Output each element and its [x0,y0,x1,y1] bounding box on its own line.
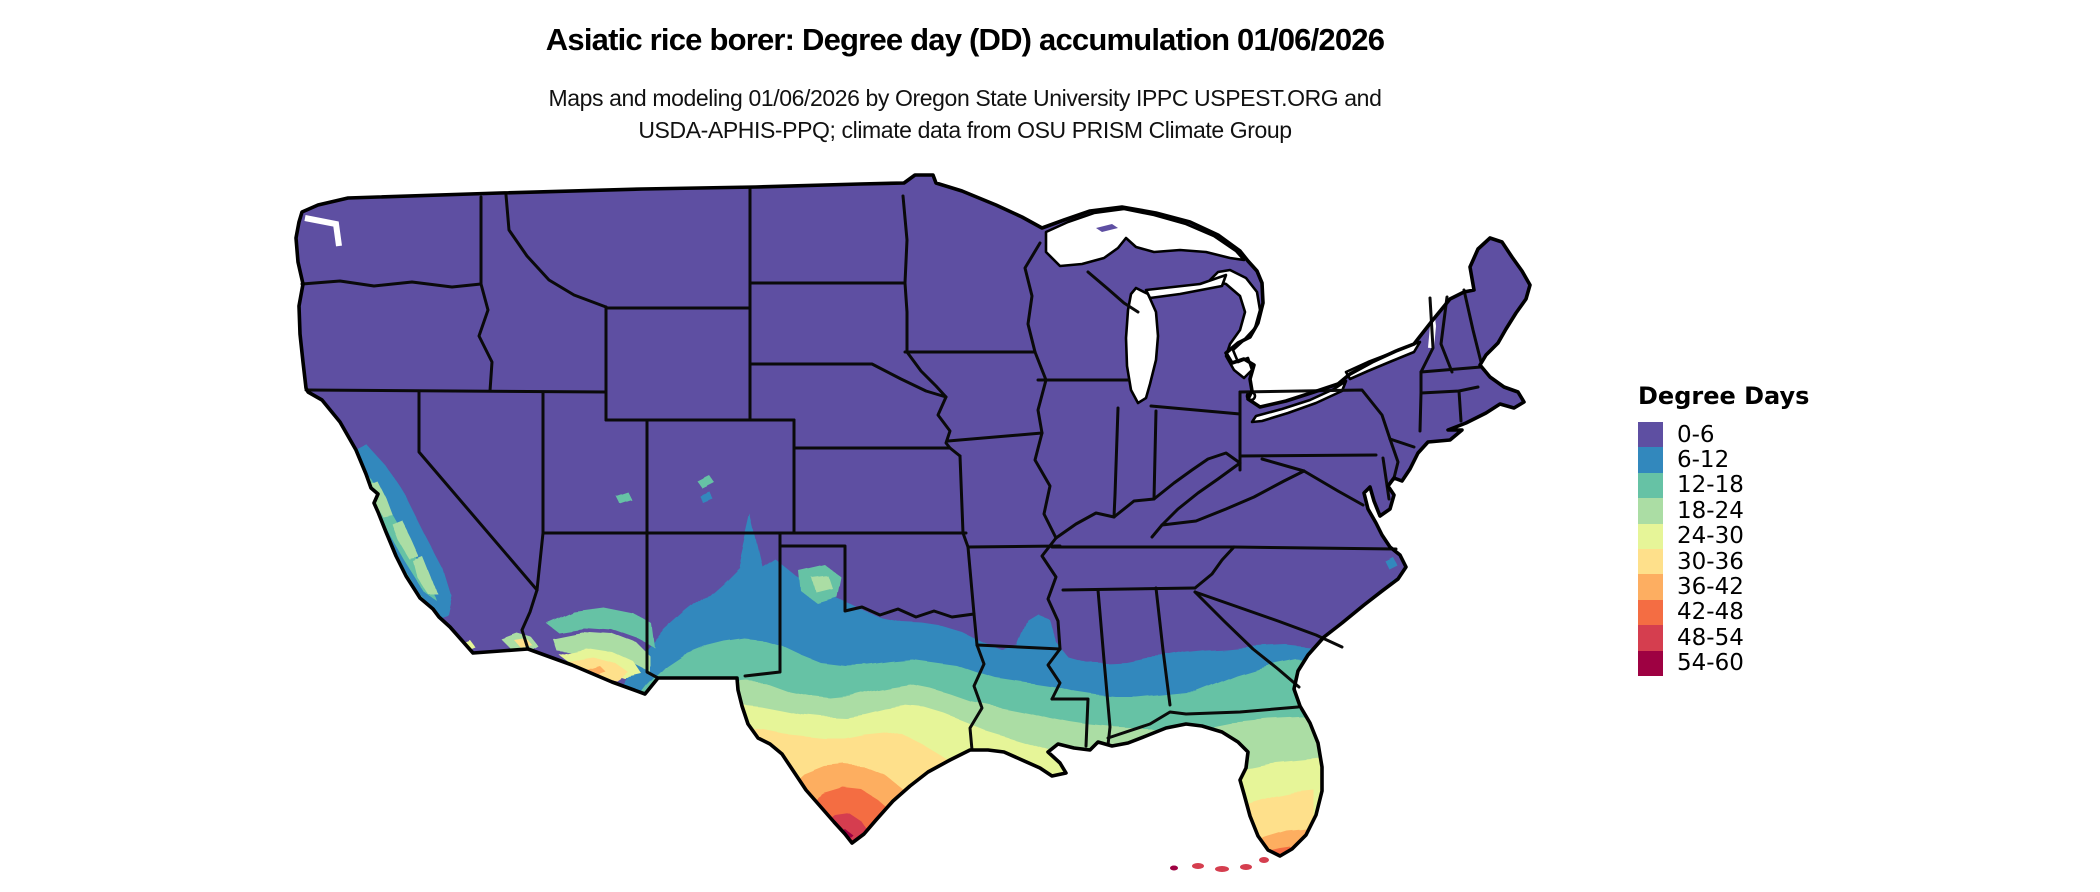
legend-swatch [1638,548,1663,575]
legend-item: 0-6 [1638,421,1809,448]
legend-label: 6-12 [1677,447,1730,474]
subtitle-line-2: USDA-APHIS-PPQ; climate data from OSU PR… [638,117,1292,143]
legend-item: 36-42 [1638,574,1809,601]
legend-swatch [1638,625,1663,651]
map-legend: Degree Days 0-6 6-12 12-18 18-24 24-30 30-36 3… [1638,382,1809,676]
legend-label: 36-42 [1677,574,1744,601]
florida-keys-dots [1170,857,1269,872]
legend-swatch [1638,650,1663,676]
legend-item: 18-24 [1638,497,1809,524]
legend-item: 30-36 [1638,548,1809,575]
legend-item: 48-54 [1638,624,1809,651]
legend-label: 42-48 [1677,599,1744,626]
legend-title: Degree Days [1638,382,1810,410]
legend-item: 12-18 [1638,472,1809,499]
lake-superior [1044,207,1246,268]
legend-swatch [1638,574,1663,600]
legend-item: 54-60 [1638,650,1809,677]
us-outline [294,173,1532,858]
legend-item: 24-30 [1638,523,1809,550]
legend-swatch [1638,447,1663,473]
legend-item: 42-48 [1638,599,1809,626]
great-lakes [304,207,1437,424]
legend-swatch [1638,599,1663,626]
legend-item: 6-12 [1638,447,1809,474]
straits-of-mackinac [1144,273,1228,300]
legend-swatch [1638,422,1663,448]
page-title: Asiatic rice borer: Degree day (DD) accu… [545,22,1385,57]
legend-label: 54-60 [1677,650,1744,677]
legend-swatch [1638,523,1663,549]
legend-label: 12-18 [1677,472,1744,499]
legend-label: 30-36 [1677,548,1744,575]
legend-label: 18-24 [1677,497,1744,524]
legend-label: 48-54 [1677,624,1744,651]
state-borders [300,187,1483,752]
subtitle-line-1: Maps and modeling 01/06/2026 by Oregon S… [548,85,1382,111]
legend-label: 0-6 [1677,421,1715,448]
lake-michigan [1124,286,1160,405]
page-subtitle: Maps and modeling 01/06/2026 by Oregon S… [0,82,1930,146]
legend-label: 24-30 [1677,523,1744,550]
puget-sound [304,215,342,247]
isle-royale [1096,224,1118,232]
legend-rows: 0-6 6-12 12-18 18-24 24-30 30-36 36-42 42-48 48-… [1638,422,1809,676]
legend-swatch [1638,472,1663,499]
legend-swatch [1638,498,1663,524]
